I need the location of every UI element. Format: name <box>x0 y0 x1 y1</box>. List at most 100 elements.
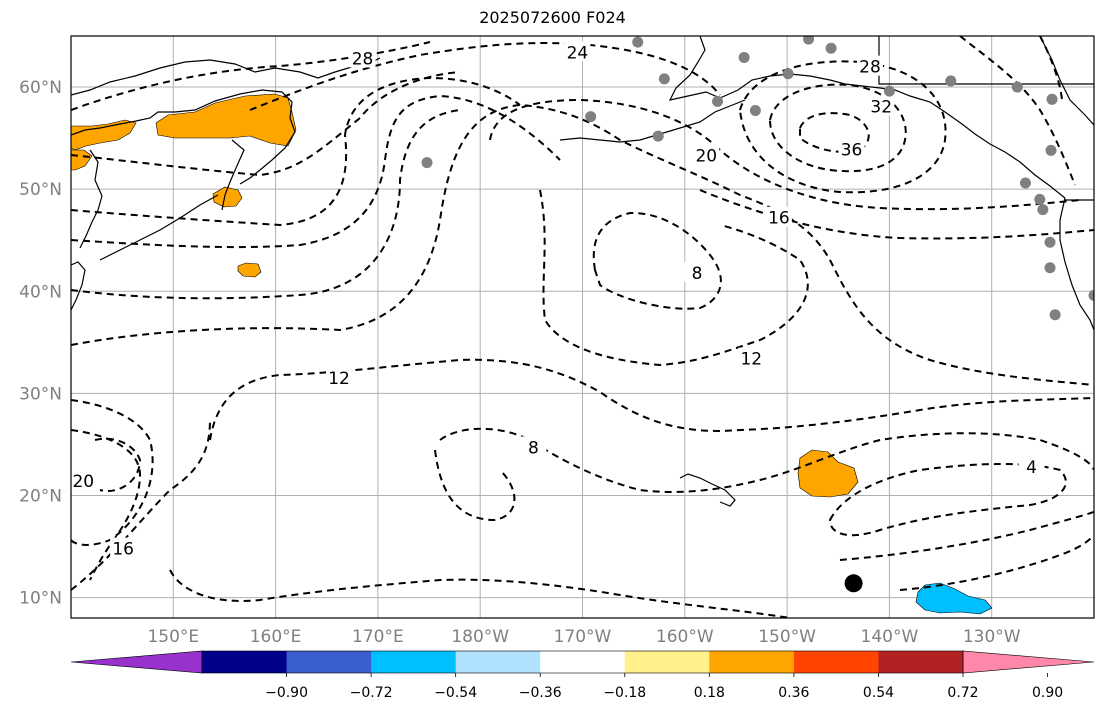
colorbar-tick-label: −0.72 <box>350 685 393 701</box>
contour-28-north <box>71 41 431 111</box>
contour-mid-west <box>71 94 561 249</box>
station-dot <box>712 95 724 107</box>
contour-12-upper <box>539 189 809 367</box>
contour-outer-west <box>71 71 461 177</box>
colorbar-tick-label: 0.18 <box>694 685 725 701</box>
contour-label: 32 <box>870 97 892 117</box>
contour-south-2 <box>71 419 211 591</box>
contour-outer-south <box>169 569 791 618</box>
contour-east-high <box>959 36 1076 186</box>
contour-label: 8 <box>528 438 539 458</box>
contour-label: 16 <box>768 209 790 229</box>
contour-label: 4 <box>1026 458 1037 478</box>
contour-label: 24 <box>567 43 589 63</box>
contour-4 <box>828 463 1067 537</box>
colorbar-tick-label: −0.54 <box>434 685 477 701</box>
contour-24 <box>249 42 721 111</box>
lat-tick-label: 50°N <box>19 180 62 200</box>
coast-japan <box>71 261 86 311</box>
station-dot <box>945 75 957 87</box>
contour-label-bg <box>326 367 353 388</box>
colorbar-tick-label: 0.36 <box>778 685 809 701</box>
lon-tick-label: 150°E <box>147 627 199 647</box>
contour-16-alaska <box>699 189 1094 240</box>
contour-label-bg <box>520 436 547 457</box>
colorbar-tick-label: 0.90 <box>1032 685 1063 701</box>
contour-12 <box>209 358 1094 441</box>
coast-okhotsk <box>71 89 296 185</box>
contour-label: 28 <box>859 58 881 78</box>
station-dots <box>421 36 1094 593</box>
contour-label-bg <box>856 55 883 76</box>
contour-label-bg <box>693 144 720 165</box>
contour-20-alaska <box>489 98 1081 211</box>
contour-16-low <box>71 429 142 581</box>
lon-tick-label: 160°E <box>250 627 302 647</box>
colorbar-segment <box>709 651 795 673</box>
colorbar-segment <box>793 651 879 673</box>
contour-label-bg <box>765 206 792 227</box>
contour-label-bg <box>71 470 97 491</box>
contour-labels: 28 24 28 32 36 20 16 8 12 12 8 4 20 16 <box>71 41 1045 560</box>
contour-label: 12 <box>328 369 350 389</box>
colorbar-tick-label: 0.54 <box>863 685 894 701</box>
lat-tick-label: 10°N <box>19 589 62 609</box>
coast-asia-north <box>71 57 381 96</box>
contour-label: 20 <box>72 472 94 492</box>
lon-tick-label: 150°W <box>758 627 816 647</box>
contour-label: 16 <box>112 540 134 560</box>
contour-west-loop <box>71 76 521 227</box>
lon-tick-label: 160°W <box>656 627 714 647</box>
lon-tick-label: 180°W <box>451 627 509 647</box>
coast-kurils <box>99 194 219 261</box>
contour-low-inner <box>94 437 142 492</box>
colorbar-segment <box>878 651 964 673</box>
station-dot <box>1044 262 1056 274</box>
contour-label-bg <box>1018 455 1045 476</box>
colorbar-segment <box>540 651 626 673</box>
station-dot <box>1019 177 1031 189</box>
contour-36 <box>799 112 870 153</box>
orange-fill-kuril <box>212 186 243 208</box>
station-dot <box>652 130 664 142</box>
station-dot <box>632 36 644 48</box>
map-frame <box>70 35 1095 619</box>
station-dot <box>1037 204 1049 216</box>
lat-tick-label: 40°N <box>19 282 62 302</box>
contour-label-bg <box>110 537 137 558</box>
contour-label-bg <box>868 95 895 116</box>
contour-32 <box>768 83 907 173</box>
contour-east-28 <box>1039 36 1063 101</box>
contour-label-bg <box>684 261 711 282</box>
station-dot <box>738 51 750 63</box>
contour-label-bg <box>838 138 865 159</box>
lat-tick-label: 30°N <box>19 384 62 404</box>
orange-fill-okhotsk <box>71 119 137 151</box>
longitude-labels: 150°E 160°E 170°E 180°W 170°W 160°W 150°W 140°W… <box>147 627 1020 647</box>
station-dot <box>1046 93 1058 105</box>
contours <box>71 36 1094 618</box>
station-dot <box>1045 144 1057 156</box>
coast-nw-america <box>1039 36 1094 126</box>
coast-west-coast <box>1059 197 1094 331</box>
contour-label-bg <box>564 41 591 62</box>
colorbar: −0.90 −0.72 −0.54 −0.36 −0.18 0.18 0.36 0.54 0.7… <box>70 650 1095 701</box>
colorbar-extend-high <box>962 650 1095 674</box>
station-dot <box>1044 236 1056 248</box>
station-dot <box>782 68 794 80</box>
gridlines <box>71 36 1094 618</box>
orange-fill-small <box>237 262 262 278</box>
contour-16-main <box>71 103 1094 386</box>
station-dot <box>585 111 597 123</box>
station-dot <box>1034 193 1046 205</box>
orange-fill-kamchatka <box>155 93 297 147</box>
coast-hawaii <box>679 473 736 507</box>
contour-label: 28 <box>352 49 374 69</box>
blue-fill-tropical <box>915 582 993 615</box>
border-alaska-canada <box>878 36 1094 85</box>
coast-alaska <box>668 36 1066 199</box>
station-dot <box>749 105 761 117</box>
colorbar-tick-label: −0.90 <box>265 685 308 701</box>
contour-20-low <box>71 399 154 546</box>
